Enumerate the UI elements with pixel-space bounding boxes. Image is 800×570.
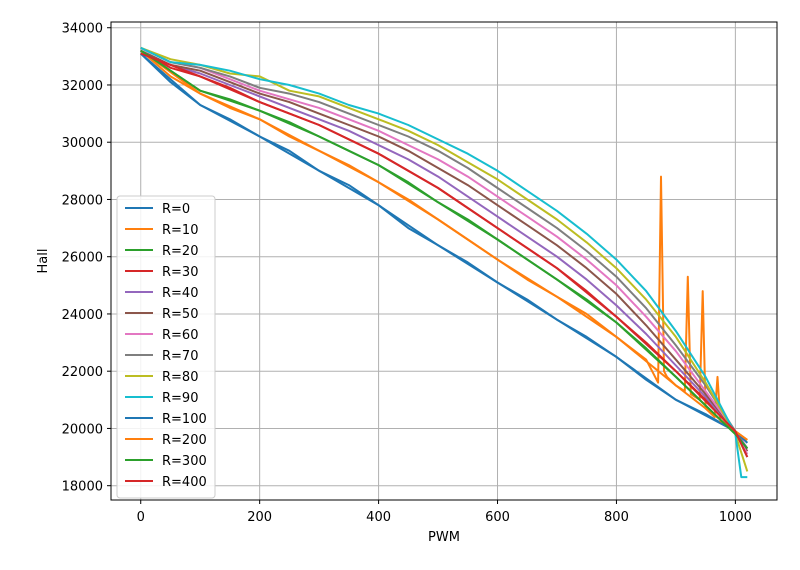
- x-axis-label: PWM: [428, 530, 460, 545]
- plot-frame: [110, 21, 778, 501]
- y-tick-label: 26000: [62, 251, 103, 266]
- y-tick-label: 34000: [62, 22, 103, 37]
- y-tick-label: 28000: [62, 193, 103, 208]
- legend-label: R=200: [162, 433, 207, 448]
- series-line-r-100: [140, 52, 748, 444]
- x-tick-label: 1000: [719, 510, 752, 525]
- y-tick-label: 32000: [62, 79, 103, 94]
- series-line-r-40: [140, 49, 749, 450]
- x-tick-label: 800: [604, 510, 629, 525]
- x-tick-label: 200: [247, 510, 272, 525]
- x-tick-label: 0: [137, 510, 145, 525]
- series-line-r-90: [140, 46, 748, 479]
- series-line-r-300: [140, 49, 749, 450]
- legend-label: R=300: [162, 454, 207, 469]
- legend-label: R=100: [162, 412, 207, 427]
- legend-label: R=80: [162, 370, 198, 385]
- legend-label: R=0: [162, 202, 190, 217]
- series-line-r-200: [140, 49, 748, 441]
- series-line-r-60: [140, 46, 749, 455]
- legend-label: R=70: [162, 349, 198, 364]
- y-tick-label: 24000: [62, 308, 103, 323]
- y-tick-label: 18000: [62, 480, 103, 495]
- y-tick-label: 22000: [62, 365, 103, 380]
- legend-label: R=30: [162, 265, 198, 280]
- legend-label: R=40: [162, 286, 198, 301]
- axis-ticks: 0 200 400 600 800 1000 18000 20000 22000 24000 260…: [62, 22, 752, 525]
- legend-label: R=60: [162, 328, 198, 343]
- x-tick-label: 600: [485, 510, 510, 525]
- legend-label: R=50: [162, 307, 198, 322]
- x-tick-label: 400: [366, 510, 391, 525]
- legend-label: R=20: [162, 244, 198, 259]
- legend-label: R=400: [162, 475, 207, 490]
- legend-box: [116, 195, 216, 499]
- series-line-r-50: [140, 49, 749, 452]
- y-tick-label: 30000: [62, 136, 103, 151]
- legend-label: R=90: [162, 391, 198, 406]
- y-tick-label: 20000: [62, 422, 103, 437]
- series-line-r-400: [140, 52, 749, 458]
- legend: R=0 R=10 R=20 R=30 R=40 R=50 R=60 R=70 R=80 R=90 R…: [116, 195, 216, 499]
- series-line-r-70: [140, 46, 749, 458]
- legend-label: R=10: [162, 223, 198, 238]
- series-lines: [140, 46, 749, 479]
- grid-lines: [111, 22, 777, 500]
- y-axis-label: Hall: [36, 249, 51, 274]
